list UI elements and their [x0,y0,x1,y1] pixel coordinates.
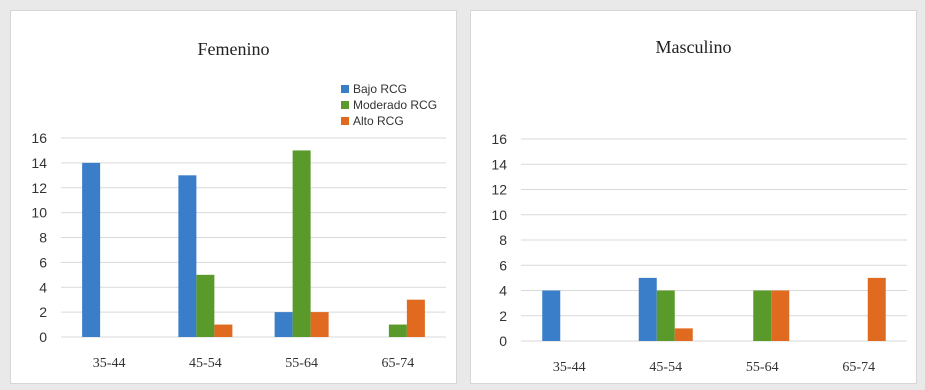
y-tick-label: 6 [39,254,47,270]
y-tick-label: 2 [499,308,507,324]
chart-title: Masculino [655,37,732,57]
x-tick-label: 55-64 [746,360,779,375]
chart-plot-masculino: 0 2 4 6 8 10 12 14 16 35-44 45-54 55-64 65-74 [491,131,907,375]
y-tick-label: 0 [39,329,47,345]
legend-label: Alto RCG [353,114,404,128]
x-tick-label: 35-44 [553,360,586,375]
bar-moderado-rcg-45-54 [196,274,215,337]
bar-bajo-rcg-35-44 [542,290,561,341]
y-tick-label: 16 [491,131,507,147]
chart-panel-femenino: Femenino Bajo RCG Moderado RCG Alto RCG … [10,10,457,384]
legend-item-moderado: Moderado RCG [341,97,437,113]
y-tick-label: 12 [491,182,507,198]
bar-bajo-rcg-55-64 [274,312,293,337]
bar-alto-rcg-45-54 [674,328,693,341]
y-tick-label: 10 [31,205,47,221]
bar-alto-rcg-45-54 [214,324,233,337]
y-tick-label: 16 [31,130,47,146]
y-tick-label: 14 [491,156,507,172]
bar-bajo-rcg-45-54 [638,277,657,341]
legend-label: Bajo RCG [353,82,408,96]
legend-label: Moderado RCG [353,98,438,112]
bar-alto-rcg-65-74 [867,277,886,341]
y-tick-label: 14 [31,155,47,171]
legend-swatch-alto [341,117,349,125]
x-tick-label: 65-74 [842,360,875,375]
y-tick-label: 8 [39,230,47,246]
y-tick-label: 4 [499,283,507,299]
legend-swatch-bajo [341,85,349,93]
y-tick-label: 4 [39,279,47,295]
bar-alto-rcg-55-64 [771,290,790,341]
bar-bajo-rcg-45-54 [178,175,197,337]
x-tick-label: 35-44 [93,356,126,371]
y-tick-label: 10 [491,207,507,223]
chart-panel-masculino: Masculino 0 2 4 6 8 10 12 14 16 35-44 45-54 55-64 65… [470,10,917,384]
legend-item-alto: Alto RCG [341,113,437,129]
x-tick-label: 45-54 [649,360,682,375]
bar-moderado-rcg-65-74 [388,324,407,337]
chart-plot-femenino: 0 2 4 6 8 10 12 14 16 35-44 45-54 55-64 65-74 [31,130,446,371]
chart-title: Femenino [197,39,270,59]
bar-moderado-rcg-55-64 [753,290,772,341]
bar-alto-rcg-65-74 [406,299,425,337]
y-tick-label: 0 [499,333,507,349]
y-tick-label: 6 [499,257,507,273]
y-tick-label: 12 [31,180,47,196]
bar-moderado-rcg-55-64 [292,150,311,337]
legend-item-bajo: Bajo RCG [341,81,437,97]
x-tick-label: 55-64 [285,356,318,371]
bar-moderado-rcg-45-54 [656,290,675,341]
legend-swatch-moderado [341,101,349,109]
chart-legend: Bajo RCG Moderado RCG Alto RCG [341,81,437,129]
x-tick-label: 65-74 [382,356,415,371]
y-tick-label: 8 [499,232,507,248]
x-tick-label: 45-54 [189,356,222,371]
y-tick-label: 2 [39,304,47,320]
bar-alto-rcg-55-64 [310,312,329,337]
bar-bajo-rcg-35-44 [82,162,101,337]
